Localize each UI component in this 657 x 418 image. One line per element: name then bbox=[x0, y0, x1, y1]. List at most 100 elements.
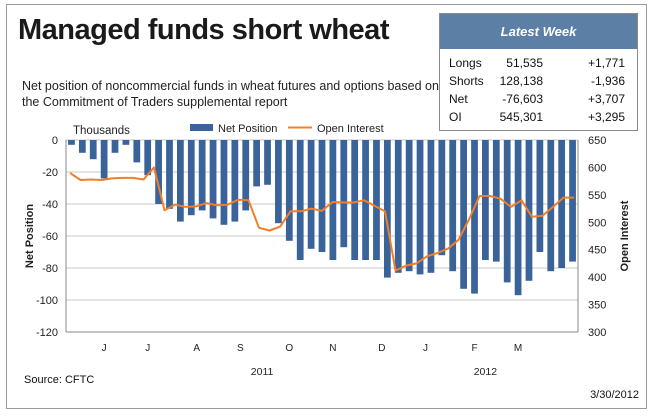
net-position-bar bbox=[449, 140, 457, 272]
right-tick-label: 450 bbox=[588, 245, 606, 257]
net-position-bar bbox=[78, 140, 86, 153]
latest-week-row-net: Net -76,603 +3,707 bbox=[440, 92, 637, 110]
net-position-bar bbox=[68, 140, 75, 145]
latest-week-change: +3,707 bbox=[587, 92, 625, 106]
latest-week-change: -1,936 bbox=[590, 74, 625, 88]
net-position-bar bbox=[285, 140, 293, 241]
left-tick-label: -80 bbox=[42, 263, 58, 275]
net-position-bar bbox=[340, 140, 348, 248]
month-tick-label: F bbox=[471, 343, 477, 354]
net-position-bar bbox=[471, 140, 478, 294]
latest-week-label: Shorts bbox=[449, 74, 484, 88]
net-position-bar bbox=[111, 140, 119, 153]
latest-week-row-oi: OI 545,301 +3,295 bbox=[440, 110, 637, 128]
date-note: 3/30/2012 bbox=[590, 389, 639, 401]
net-position-bar bbox=[351, 140, 359, 260]
net-position-bar bbox=[383, 140, 391, 278]
chart-title: Managed funds short wheat bbox=[18, 14, 389, 46]
month-tick-label: D bbox=[378, 343, 385, 354]
net-position-bar bbox=[220, 140, 228, 225]
latest-week-value: 128,138 bbox=[499, 74, 543, 88]
net-position-bar bbox=[166, 140, 173, 209]
latest-week-header: Latest Week bbox=[440, 14, 637, 49]
latest-week-change: +1,771 bbox=[587, 56, 625, 70]
latest-week-box: Latest Week Longs 51,535 +1,771 Shorts 1… bbox=[439, 13, 638, 131]
right-tick-label: 350 bbox=[588, 300, 606, 312]
latest-week-label: Net bbox=[449, 92, 468, 106]
latest-week-label: OI bbox=[449, 110, 462, 124]
net-position-bars bbox=[68, 140, 576, 296]
left-axis-label: Net Position bbox=[24, 204, 36, 268]
left-tick-label: -120 bbox=[36, 327, 58, 339]
net-position-bar bbox=[373, 140, 380, 260]
latest-week-row-shorts: Shorts 128,138 -1,936 bbox=[440, 74, 637, 92]
net-position-bar bbox=[307, 140, 315, 249]
right-tick-label: 550 bbox=[588, 190, 606, 202]
latest-week-value: 545,301 bbox=[499, 110, 543, 124]
legend-swatch-bar bbox=[190, 124, 213, 131]
right-tick-label: 650 bbox=[588, 135, 606, 147]
legend-label: Open Interest bbox=[317, 123, 384, 135]
net-position-bar bbox=[558, 140, 566, 268]
month-tick-label: S bbox=[237, 343, 244, 354]
axes: 0 -20 -40 -60 -80 -100 -120 650 600 550 500 450 400 3… bbox=[24, 125, 631, 378]
left-tick-label: 0 bbox=[52, 135, 58, 147]
left-tick-label: -100 bbox=[36, 295, 58, 307]
net-position-bar bbox=[460, 140, 467, 289]
right-axis-label: Open Interest bbox=[619, 200, 631, 271]
net-position-bar bbox=[569, 140, 576, 262]
net-position-bar bbox=[329, 140, 337, 260]
chart-subtitle: Net position of noncommercial funds in w… bbox=[22, 79, 439, 109]
units-label: Thousands bbox=[73, 125, 130, 137]
latest-week-value: -76,603 bbox=[502, 92, 543, 106]
right-tick-label: 300 bbox=[588, 327, 606, 339]
legend: Net Position Open Interest bbox=[190, 123, 384, 135]
month-tick-label: M bbox=[514, 343, 522, 354]
left-tick-label: -40 bbox=[42, 199, 58, 211]
net-position-bar bbox=[177, 140, 184, 222]
net-position-bar bbox=[394, 140, 402, 273]
month-tick-label: J bbox=[102, 343, 107, 354]
month-tick-label: J bbox=[145, 343, 150, 354]
latest-week-label: Longs bbox=[449, 56, 482, 70]
net-position-bar bbox=[405, 140, 413, 272]
year-tick-label: 2012 bbox=[474, 366, 498, 378]
net-position-bar bbox=[198, 140, 206, 211]
month-tick-label: A bbox=[193, 343, 200, 354]
left-tick-label: -60 bbox=[42, 231, 58, 243]
open-interest-line bbox=[69, 166, 574, 272]
net-position-bar bbox=[547, 140, 555, 272]
left-tick-label: -20 bbox=[42, 167, 58, 179]
net-position-bar bbox=[296, 140, 304, 260]
net-position-bar bbox=[209, 140, 217, 219]
open-interest-series-line bbox=[69, 166, 574, 272]
month-tick-label: J bbox=[423, 343, 428, 354]
net-position-bar bbox=[438, 140, 446, 256]
legend-label: Net Position bbox=[218, 123, 277, 135]
month-tick-label: N bbox=[329, 343, 336, 354]
latest-week-row-longs: Longs 51,535 +1,771 bbox=[440, 56, 637, 74]
net-position-bar bbox=[155, 140, 162, 204]
net-position-bar bbox=[144, 140, 152, 176]
net-position-bar bbox=[275, 140, 282, 224]
latest-week-value: 51,535 bbox=[506, 56, 543, 70]
net-position-bar bbox=[482, 140, 489, 260]
net-position-bar bbox=[100, 140, 108, 179]
right-tick-label: 600 bbox=[588, 162, 606, 174]
year-tick-label: 2011 bbox=[251, 366, 274, 378]
net-position-bar bbox=[503, 140, 511, 283]
right-tick-label: 400 bbox=[588, 272, 606, 284]
latest-week-change: +3,295 bbox=[587, 110, 625, 124]
net-position-bar bbox=[133, 140, 141, 163]
net-position-bar bbox=[318, 140, 326, 252]
net-position-bar bbox=[416, 140, 424, 275]
source-note: Source: CFTC bbox=[24, 374, 95, 386]
net-position-bar bbox=[536, 140, 544, 252]
net-position-bar bbox=[89, 140, 97, 160]
net-position-bar bbox=[242, 140, 250, 211]
net-position-bar bbox=[264, 140, 271, 185]
net-position-bar bbox=[514, 140, 522, 296]
net-position-bar bbox=[187, 140, 195, 216]
month-tick-label: O bbox=[285, 343, 293, 354]
